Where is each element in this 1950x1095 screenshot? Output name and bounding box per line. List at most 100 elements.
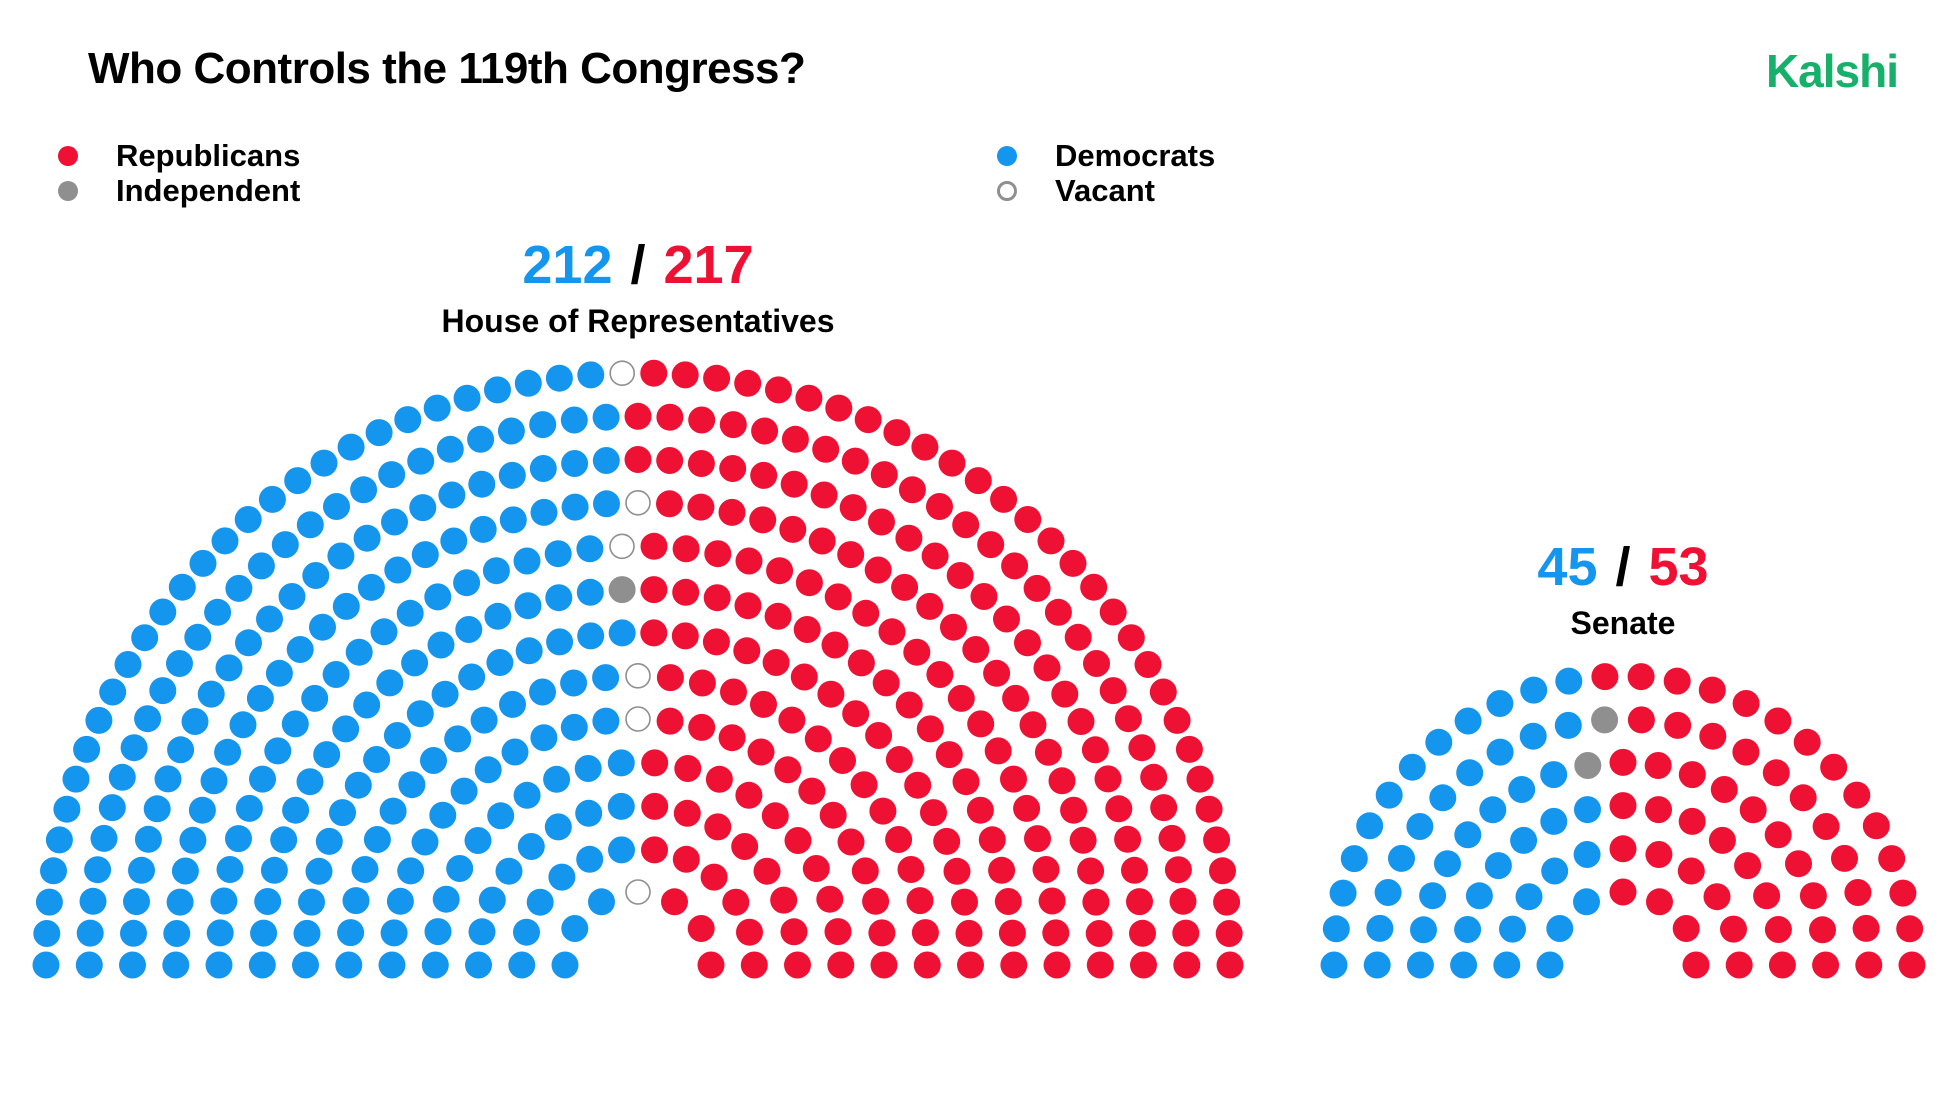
house-seat-democrats [560, 406, 588, 434]
house-seat-republicans [640, 576, 668, 604]
house-seat-republicans [751, 417, 779, 445]
house-seat-republicans [704, 813, 732, 841]
house-seat-democrats [278, 583, 306, 610]
house-seat-democrats [296, 511, 324, 539]
house-seat-republicans [1024, 825, 1051, 853]
house-seat-republicans [1203, 826, 1231, 854]
house-seat-republicans [1060, 796, 1088, 824]
house-seat-democrats [264, 737, 292, 765]
senate-seat-democrats [1554, 711, 1582, 739]
house-seat-republicans [1051, 680, 1079, 708]
house-seat-republicans [1140, 763, 1168, 791]
house-seat-republicans [821, 631, 849, 659]
house-seat-republicans [1209, 857, 1236, 885]
house-seat-democrats [134, 705, 162, 733]
house-seat-republicans [750, 461, 778, 489]
house-seat-republicans [688, 713, 716, 741]
house-seat-republicans [1002, 684, 1030, 712]
house-seat-democrats [108, 763, 136, 791]
senate-seat-republicans [1812, 813, 1840, 840]
house-seat-republicans [935, 741, 963, 769]
house-seat-republicans [804, 725, 832, 753]
house-seat-republicans [753, 857, 781, 885]
house-seat-republicans [1077, 857, 1105, 885]
house-seat-republicans [895, 524, 923, 552]
house-seat-republicans [774, 756, 802, 784]
house-seat-democrats [154, 765, 182, 793]
page-title: Who Controls the 119th Congress? [88, 44, 806, 93]
house-seat-democrats [551, 951, 579, 979]
senate-seat-independent [1574, 752, 1602, 779]
house-seat-republicans [1149, 678, 1177, 706]
house-seat-republicans [790, 663, 818, 691]
house-seat-republicans [1082, 888, 1110, 916]
house-seat-democrats [383, 722, 411, 749]
house-seat-republicans [862, 887, 890, 915]
house-seat-republicans [864, 556, 892, 584]
house-seat-democrats [513, 547, 541, 575]
house-seat-republicans [885, 746, 913, 773]
house-seat-democrats [210, 887, 238, 915]
house-seat-republicans [842, 700, 870, 728]
house-seat-democrats [544, 540, 572, 568]
house-seat-republicans [926, 493, 953, 520]
senate-seat-count: 45 / 53 [1537, 536, 1708, 598]
house-seat-democrats [337, 919, 365, 947]
house-seat-democrats [75, 951, 103, 979]
house-seat-republicans [641, 792, 669, 820]
house-seat-republicans [984, 737, 1012, 765]
house-seat-republicans [1038, 887, 1066, 915]
house-seat-democrats [215, 654, 243, 682]
senate-seat-democrats [1540, 761, 1568, 789]
house-seat-republicans [1130, 951, 1157, 979]
house-seat-democrats [482, 557, 510, 585]
house-seat-democrats [120, 734, 148, 762]
house-seat-democrats [560, 669, 588, 697]
house-seat-republicans [1059, 549, 1087, 577]
house-seat-vacant [609, 533, 635, 560]
house-seat-democrats [143, 795, 171, 823]
kalshi-logo: Kalshi [1765, 45, 1899, 97]
house-seat-democrats [429, 801, 457, 829]
house-seat-republicans [640, 619, 668, 647]
house-seat-democrats [444, 725, 472, 753]
house-seat-democrats [450, 777, 478, 805]
senate-seat-republicans [1831, 844, 1858, 872]
house-seat-republicans [661, 888, 688, 916]
house-seat-republicans [951, 888, 978, 916]
house-seat-democrats [574, 755, 602, 782]
house-seat-republicans [906, 887, 934, 915]
house-seat-democrats [128, 856, 155, 884]
house-seat-democrats [327, 542, 355, 570]
house-seat-republicans [734, 369, 762, 397]
house-seat-democrats [453, 569, 481, 597]
legend-label-vacant: Vacant [1055, 173, 1155, 208]
senate-seat-democrats [1493, 951, 1521, 979]
senate-seat-republicans [1843, 781, 1871, 809]
house-seat-democrats [421, 951, 449, 979]
house-seat-democrats [515, 637, 543, 665]
house-seat-arc [32, 359, 1244, 979]
house-seat-republicans [656, 447, 684, 474]
house-seat-democrats [214, 738, 242, 766]
house-seat-republicans [704, 540, 732, 568]
house-seat-republicans [1186, 765, 1214, 793]
house-seat-democrats [149, 598, 177, 626]
house-seat-democrats [323, 493, 350, 520]
house-seat-republicans [641, 836, 668, 864]
senate-seat-democrats [1454, 916, 1482, 943]
house-seat-republicans [702, 628, 730, 656]
house-seat-republicans [829, 747, 856, 774]
house-seat-republicans [762, 649, 790, 676]
house-seat-democrats [134, 825, 162, 853]
house-seat-democrats [592, 447, 620, 474]
house-seat-republicans [640, 532, 668, 560]
house-seat-republicans [766, 557, 794, 585]
house-seat-republicans [1099, 677, 1127, 705]
house-seat-democrats [453, 384, 481, 412]
house-seat-republicans [784, 951, 811, 979]
house-seat-democrats [353, 524, 381, 552]
house-seat-republicans [895, 691, 923, 719]
house-seat-republicans [1150, 794, 1178, 822]
house-seat-republicans [851, 857, 879, 885]
